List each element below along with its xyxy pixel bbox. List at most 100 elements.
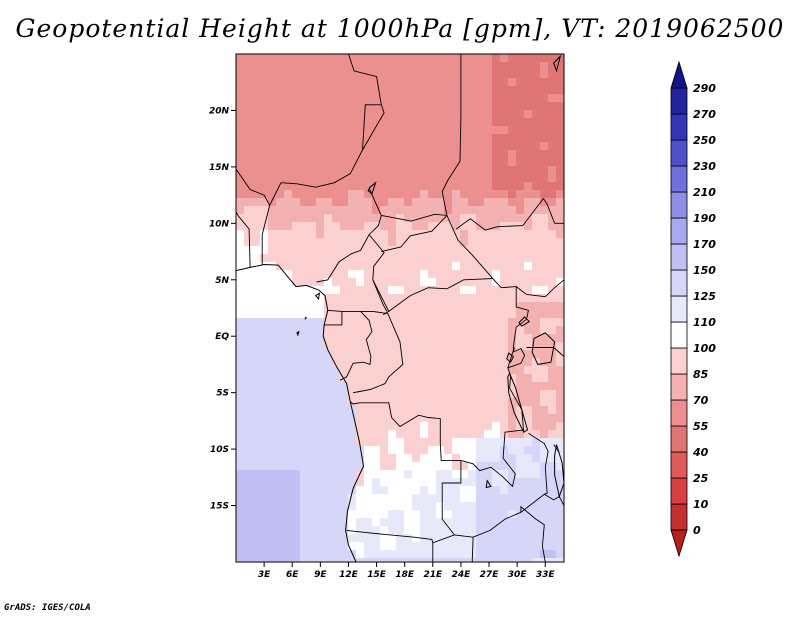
field-cell bbox=[516, 94, 525, 103]
field-cell bbox=[444, 534, 453, 543]
field-cell bbox=[380, 526, 389, 535]
field-cell bbox=[276, 438, 285, 447]
field-cell bbox=[276, 254, 285, 263]
field-cell bbox=[524, 206, 533, 215]
field-cell bbox=[452, 422, 461, 431]
field-cell bbox=[324, 422, 333, 431]
field-cell bbox=[380, 86, 389, 95]
field-cell bbox=[316, 230, 325, 239]
field-cell bbox=[412, 526, 421, 535]
field-cell bbox=[476, 494, 485, 503]
field-cell bbox=[284, 262, 293, 271]
field-cell bbox=[556, 166, 564, 175]
field-cell bbox=[420, 326, 429, 335]
field-cell bbox=[548, 446, 557, 455]
field-cell bbox=[428, 78, 437, 87]
field-cell bbox=[244, 102, 253, 111]
field-cell bbox=[492, 150, 501, 159]
field-cell bbox=[468, 70, 477, 79]
field-cell bbox=[460, 542, 469, 551]
field-cell bbox=[420, 518, 429, 527]
field-cell bbox=[476, 238, 485, 247]
field-cell bbox=[484, 230, 493, 239]
field-cell bbox=[436, 142, 445, 151]
field-cell bbox=[508, 294, 517, 303]
field-cell bbox=[532, 142, 541, 151]
field-cell bbox=[468, 422, 477, 431]
field-cell bbox=[292, 510, 301, 519]
field-cell bbox=[428, 454, 437, 463]
field-cell bbox=[356, 342, 365, 351]
field-cell bbox=[524, 494, 533, 503]
field-cell bbox=[412, 222, 421, 231]
field-cell bbox=[292, 230, 301, 239]
field-cell bbox=[284, 62, 293, 71]
field-cell bbox=[412, 286, 421, 295]
field-cell bbox=[252, 238, 261, 247]
field-cell bbox=[292, 150, 301, 159]
field-cell bbox=[300, 230, 309, 239]
field-cell bbox=[508, 214, 517, 223]
field-cell bbox=[316, 422, 325, 431]
field-cell bbox=[428, 118, 437, 127]
field-cell bbox=[380, 462, 389, 471]
field-cell bbox=[532, 158, 541, 167]
field-cell bbox=[468, 94, 477, 103]
field-cell bbox=[444, 254, 453, 263]
field-cell bbox=[340, 278, 349, 287]
field-cell bbox=[340, 334, 349, 343]
field-cell bbox=[548, 230, 557, 239]
field-cell bbox=[476, 558, 485, 562]
field-cell bbox=[340, 366, 349, 375]
field-cell bbox=[348, 326, 357, 335]
field-cell bbox=[548, 150, 557, 159]
field-cell bbox=[260, 286, 269, 295]
field-cell bbox=[380, 502, 389, 511]
field-cell bbox=[540, 406, 549, 415]
field-cell bbox=[244, 366, 253, 375]
field-cell bbox=[292, 270, 301, 279]
field-cell bbox=[292, 550, 301, 559]
field-cell bbox=[284, 406, 293, 415]
field-cell bbox=[396, 398, 405, 407]
field-cell bbox=[396, 550, 405, 559]
field-cell bbox=[468, 134, 477, 143]
field-cell bbox=[244, 214, 253, 223]
field-cell bbox=[292, 494, 301, 503]
field-cell bbox=[252, 510, 261, 519]
field-cell bbox=[316, 334, 325, 343]
field-cell bbox=[532, 518, 541, 527]
field-cell bbox=[500, 462, 509, 471]
field-cell bbox=[404, 302, 413, 311]
field-cell bbox=[340, 318, 349, 327]
field-cell bbox=[260, 414, 269, 423]
field-cell bbox=[300, 390, 309, 399]
field-cell bbox=[524, 438, 533, 447]
field-cell bbox=[348, 286, 357, 295]
field-cell bbox=[372, 150, 381, 159]
field-cell bbox=[236, 558, 245, 562]
field-cell bbox=[548, 486, 557, 495]
field-cell bbox=[492, 534, 501, 543]
field-cell bbox=[316, 414, 325, 423]
field-cell bbox=[532, 542, 541, 551]
field-cell bbox=[356, 142, 365, 151]
field-cell bbox=[404, 406, 413, 415]
field-cell bbox=[476, 454, 485, 463]
field-cell bbox=[420, 294, 429, 303]
field-cell bbox=[404, 190, 413, 199]
field-cell bbox=[244, 126, 253, 135]
field-cell bbox=[396, 326, 405, 335]
field-cell bbox=[340, 94, 349, 103]
field-cell bbox=[532, 238, 541, 247]
field-cell bbox=[524, 70, 533, 79]
field-cell bbox=[372, 470, 381, 479]
colorbar-segment bbox=[670, 295, 688, 323]
field-cell bbox=[548, 518, 557, 527]
field-cell bbox=[452, 270, 461, 279]
field-cell bbox=[348, 262, 357, 271]
field-cell bbox=[332, 70, 341, 79]
field-cell bbox=[452, 286, 461, 295]
field-cell bbox=[268, 422, 277, 431]
field-cell bbox=[348, 510, 357, 519]
